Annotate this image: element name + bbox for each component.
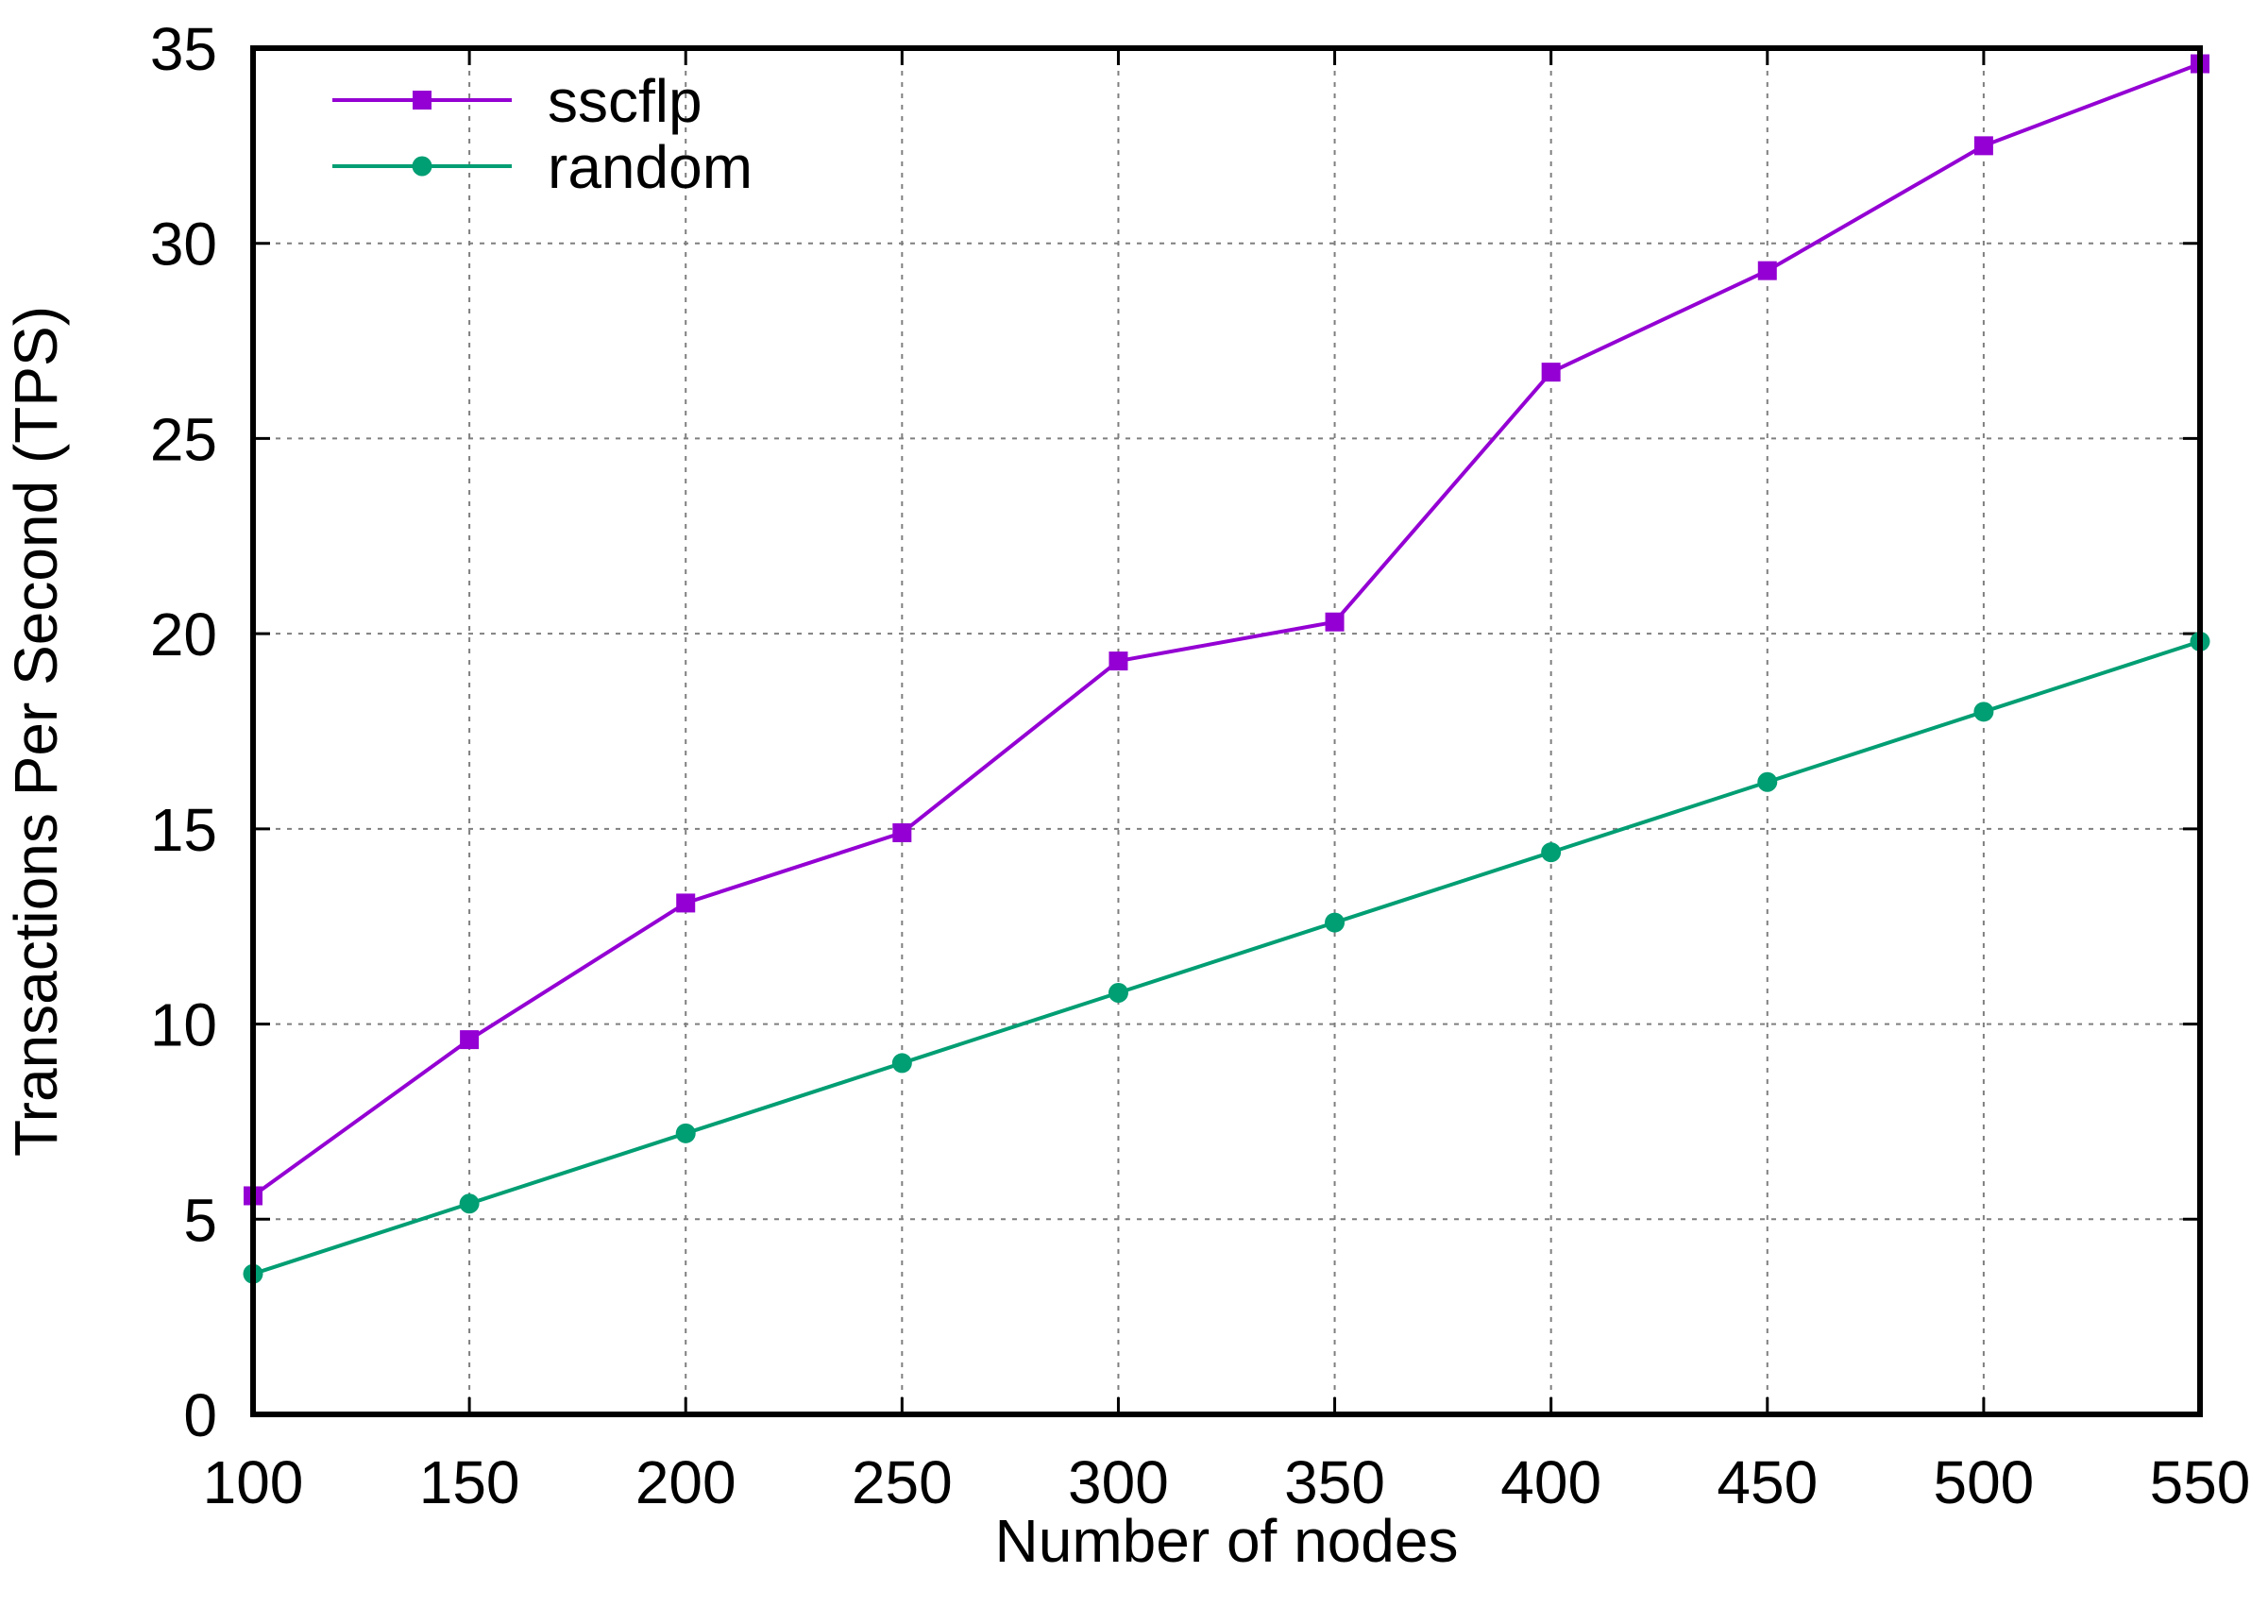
y-tick-label: 15 <box>150 796 217 864</box>
series-line-random <box>252 639 2201 1277</box>
data-point-random <box>675 1123 696 1143</box>
x-tick-label: 550 <box>2150 1448 2251 1516</box>
series-line-sscflp <box>251 61 2201 1198</box>
grid <box>253 48 2200 1414</box>
y-tick-label: 35 <box>150 15 217 83</box>
y-tick-label: 30 <box>150 211 217 279</box>
y-axis-title: Transactions Per Second (TPS) <box>2 306 70 1157</box>
x-tick-label: 250 <box>852 1448 953 1516</box>
data-point-random <box>1325 912 1346 933</box>
y-tick-label: 0 <box>183 1381 217 1449</box>
y-tick-label: 25 <box>150 405 217 473</box>
data-point-sscflp <box>676 893 696 913</box>
x-tick-label: 450 <box>1717 1448 1818 1516</box>
x-tick-label: 100 <box>203 1448 304 1516</box>
series-sscflp <box>244 54 2209 1206</box>
legend-marker-random <box>412 156 432 177</box>
legend-item-sscflp: sscflp <box>332 67 702 135</box>
data-point-random <box>1541 842 1562 863</box>
data-point-random <box>1108 982 1128 1003</box>
x-tick-labels: 100 150 200 250 300 350 400 450 500 550 <box>203 1448 2251 1516</box>
legend-label-random: random <box>548 133 753 201</box>
x-tick-label: 200 <box>635 1448 736 1516</box>
y-tick-labels: 0 5 10 15 20 25 30 35 <box>150 15 217 1449</box>
y-tick-label: 10 <box>150 991 217 1059</box>
series <box>243 54 2210 1284</box>
series-random <box>243 631 2210 1284</box>
data-point-sscflp <box>1325 612 1345 632</box>
plot-frame <box>250 45 2203 1417</box>
data-point-random <box>1973 702 1994 722</box>
data-point-random <box>1757 771 1778 792</box>
x-tick-label: 300 <box>1068 1448 1169 1516</box>
data-point-random <box>459 1193 480 1214</box>
data-point-sscflp <box>460 1030 480 1050</box>
x-tick-label: 350 <box>1284 1448 1385 1516</box>
x-tick-label: 500 <box>1933 1448 2034 1516</box>
legend-item-random: random <box>332 133 753 201</box>
x-tick-label: 150 <box>419 1448 520 1516</box>
y-tick-label: 5 <box>183 1186 217 1254</box>
data-point-random <box>891 1053 912 1074</box>
data-point-sscflp <box>1973 136 1993 156</box>
data-point-sscflp <box>1109 651 1128 671</box>
legend-label-sscflp: sscflp <box>548 67 702 135</box>
legend-marker-sscflp <box>413 91 432 110</box>
data-point-sscflp <box>1757 261 1777 280</box>
y-tick-label: 20 <box>150 601 217 668</box>
data-point-sscflp <box>892 822 912 842</box>
x-tick-label: 400 <box>1500 1448 1601 1516</box>
data-point-sscflp <box>1541 363 1561 382</box>
x-axis-title: Number of nodes <box>995 1507 1459 1575</box>
